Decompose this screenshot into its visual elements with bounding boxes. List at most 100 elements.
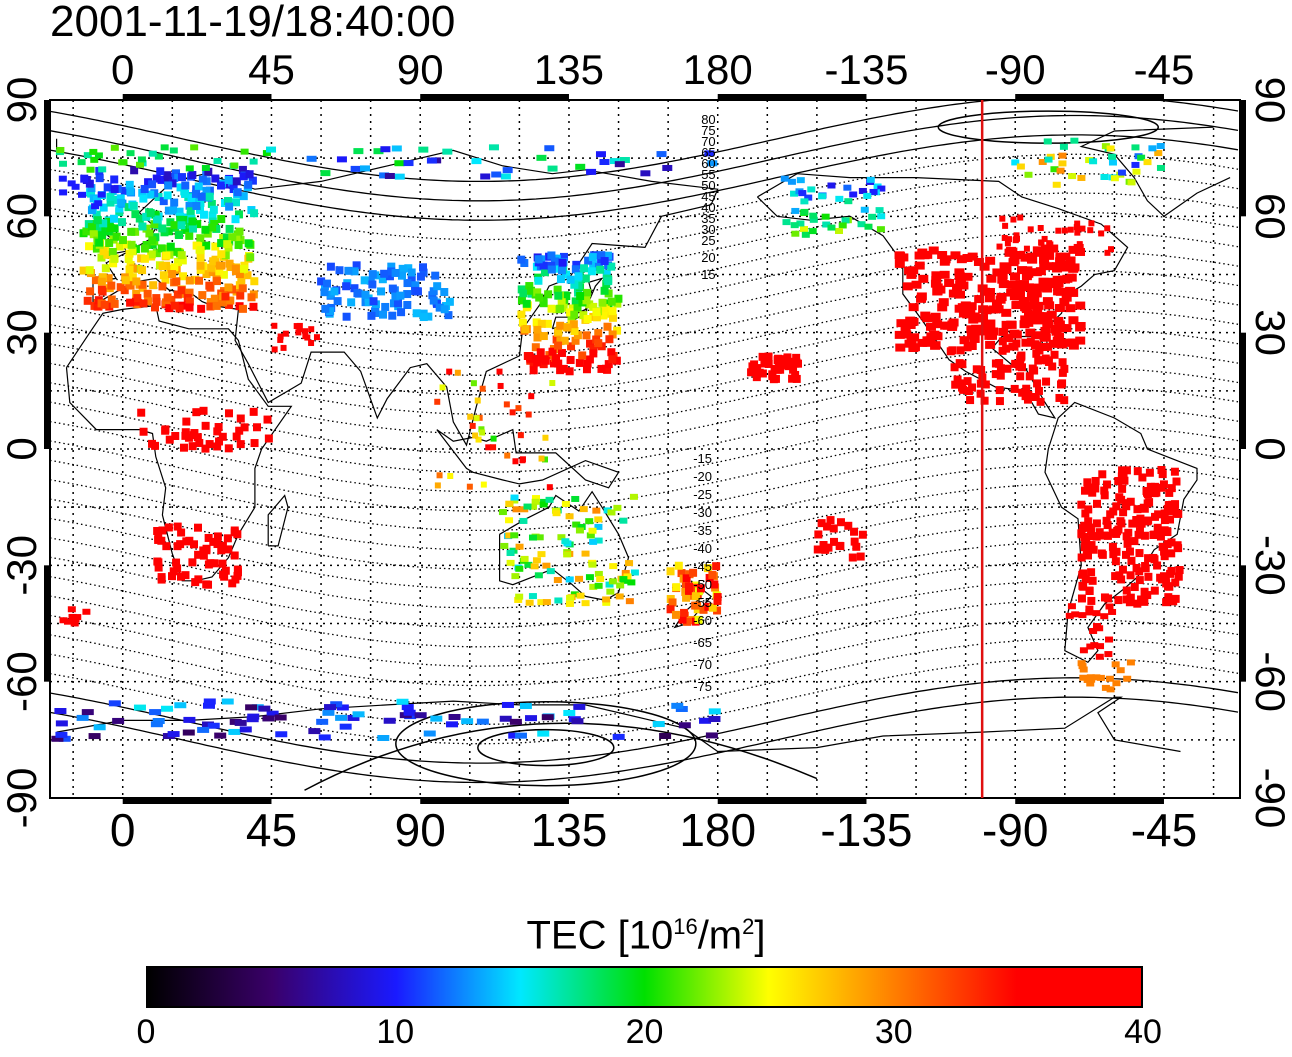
tec-point [708, 603, 717, 612]
tec-point [792, 374, 801, 383]
tec-point [614, 161, 625, 168]
tec-point [190, 540, 199, 549]
tec-point [594, 582, 603, 589]
tec-point [710, 580, 719, 589]
tec-point [1160, 552, 1169, 561]
tec-point [293, 323, 300, 330]
tec-point [230, 162, 239, 169]
tec-point [181, 431, 190, 440]
tec-point [161, 275, 170, 284]
tec-point [1058, 358, 1067, 367]
tec-point [461, 718, 474, 725]
tec-point [602, 364, 611, 373]
tec-point [1001, 234, 1008, 241]
tec-point [316, 718, 329, 725]
tec-point [602, 596, 611, 603]
tec-point [1023, 311, 1034, 320]
tec-point [794, 359, 803, 368]
tec-point [429, 296, 438, 305]
tec-point [1095, 528, 1104, 537]
tec-point [308, 326, 315, 333]
tec-point [139, 299, 148, 308]
contour-line [49, 328, 1239, 415]
tec-point [958, 383, 967, 392]
tec-point [1081, 509, 1090, 518]
tec-point [1060, 364, 1069, 373]
tec-point [1039, 255, 1050, 264]
tec-point [844, 198, 853, 205]
top-edge-bar [1015, 94, 1164, 100]
tec-point [826, 516, 835, 525]
tec-point [1031, 331, 1042, 340]
tec-point [1086, 674, 1095, 681]
tec-point [850, 537, 859, 546]
tec-point [177, 251, 186, 260]
tec-point [151, 303, 160, 312]
tec-point [214, 423, 223, 432]
tec-point [1048, 244, 1059, 253]
tec-point [986, 274, 997, 283]
tec-point [148, 236, 157, 245]
tec-point [162, 542, 171, 551]
tec-point [1127, 556, 1136, 565]
contour-label: 30 [701, 222, 715, 237]
tec-point [239, 172, 248, 181]
tec-point [1031, 393, 1040, 402]
tec-point [1174, 509, 1183, 518]
tec-point [330, 287, 339, 296]
tec-point [187, 194, 196, 203]
tec-point [217, 181, 226, 190]
tec-point [607, 348, 616, 357]
tec-point [539, 299, 548, 308]
tec-point [275, 731, 288, 738]
tec-point [1008, 258, 1019, 267]
tec-point [196, 261, 205, 270]
tec-point [1034, 386, 1043, 395]
tec-point [603, 322, 612, 331]
tec-point [1116, 667, 1125, 674]
contour-label: -20 [693, 469, 712, 484]
tec-point [1140, 597, 1149, 606]
tec-point [917, 338, 928, 347]
tec-point [388, 284, 397, 293]
tec-point [991, 370, 1000, 379]
tec-point [703, 564, 712, 573]
tec-point [168, 572, 177, 581]
tec-point [928, 246, 939, 255]
tec-point [431, 271, 440, 280]
tec-point [1091, 484, 1100, 493]
tec-point [196, 253, 205, 262]
tec-point [83, 152, 92, 159]
tec-point [1074, 229, 1081, 236]
tec-point [780, 175, 789, 182]
tec-point [1084, 517, 1093, 526]
tec-point [1068, 173, 1077, 180]
tec-point [262, 150, 271, 157]
tec-point [221, 292, 230, 301]
tec-point [1166, 515, 1175, 524]
tec-point [911, 280, 922, 289]
tec-point [159, 197, 168, 206]
tec-point [116, 283, 125, 292]
contour-line [49, 483, 1239, 570]
tec-point [844, 521, 853, 530]
tec-point [199, 551, 208, 560]
tec-point [523, 352, 532, 361]
tec-point [1073, 243, 1084, 252]
tec-point [511, 573, 520, 580]
tec-point [237, 276, 246, 285]
tec-point [1067, 603, 1076, 610]
axis-labels: 0 45 90 135 180 -135 -90 -45 0 45 90 135 180 -135 -90 -… [0, 46, 1292, 856]
tec-point [571, 718, 584, 725]
tec-point [998, 280, 1009, 289]
tec-point [144, 178, 153, 187]
tec-point [129, 201, 138, 210]
tec-point [160, 144, 169, 151]
tec-point [505, 517, 514, 524]
tec-point [790, 190, 799, 197]
tec-point [559, 252, 568, 261]
tec-point [244, 180, 253, 189]
tec-point [115, 204, 124, 213]
tec-point [954, 272, 965, 281]
tec-point [627, 579, 636, 586]
